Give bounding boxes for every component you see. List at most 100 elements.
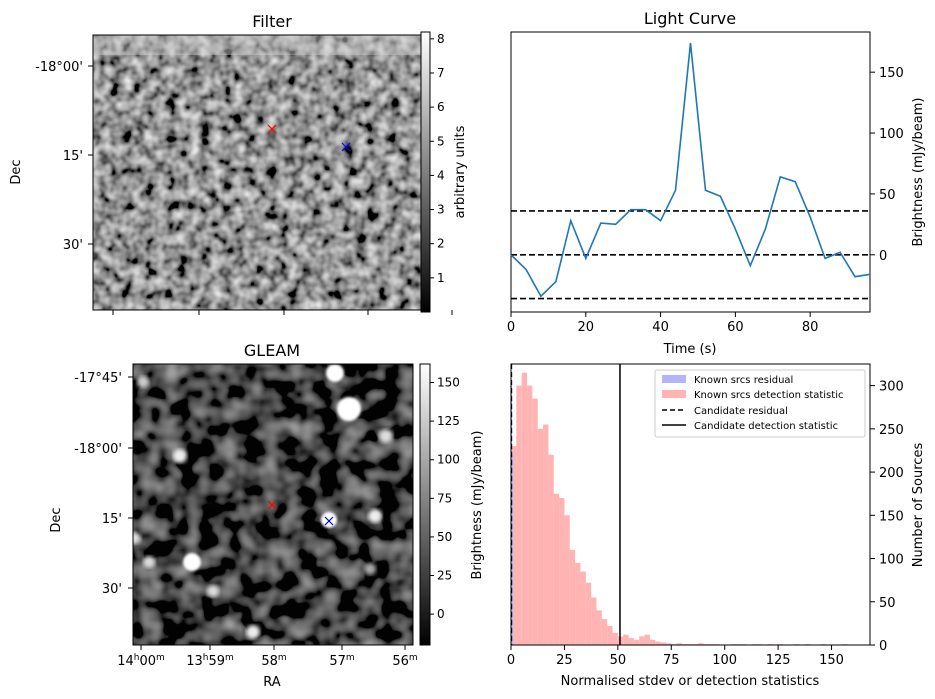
detection-histogram-bar (633, 639, 640, 645)
gleam-colorbar-tick-label: 75 (437, 491, 452, 505)
filter-yticks: -18°00' 15' 30' (35, 60, 93, 253)
lightcurve-xtick-label: 80 (802, 320, 819, 335)
detection-histogram-bar (628, 638, 634, 645)
gleam-ytick-label: 30' (102, 582, 122, 597)
gleam-colorbar-tick-label: 25 (437, 569, 452, 583)
detection-histogram-bar (511, 446, 517, 645)
gleam-xtick-label: 57m (329, 653, 354, 669)
detection-histogram-bar (612, 632, 618, 645)
filter-colorbar: 1 2 3 4 5 6 7 8 arbitrary units (420, 31, 468, 313)
histogram-xtick-label: 25 (556, 653, 573, 668)
filter-ytick-label: -18°00' (35, 60, 83, 75)
gleam-xlabel: RA (263, 675, 281, 690)
lightcurve-xtick-label: 40 (652, 320, 669, 335)
lightcurve-panel: Light Curve 0 20 40 60 80 0 50 100 150 Time (s)… (507, 9, 926, 357)
gleam-colorbar-label: Brightness (mJy/beam) (470, 431, 485, 580)
lightcurve-xtick-label: 60 (727, 320, 744, 335)
gleam-xticks: 14h00m 13h59m 58m 57m 56m (117, 645, 418, 669)
histogram-legend: Known srcs residual Known srcs detection… (654, 369, 866, 438)
gleam-xtick-label: 13h59m (186, 653, 234, 669)
lightcurve-xlabel: Time (s) (663, 342, 717, 357)
gleam-sources (133, 364, 393, 639)
detection-histogram-bar (596, 610, 602, 645)
detection-histogram-bar (575, 562, 581, 645)
detection-histogram-bar (607, 625, 613, 645)
detection-histogram-bar (660, 642, 666, 645)
gleam-ytick-label: -17°45' (74, 371, 122, 386)
detection-histogram-bar (553, 493, 560, 645)
detection-histogram-bar (665, 643, 672, 645)
legend-label: Known srcs residual (694, 375, 793, 386)
lightcurve-ytick-label: 150 (879, 66, 904, 81)
filter-colorbar-tick-label: 7 (437, 66, 445, 80)
lightcurve-series-line (510, 42, 871, 298)
histogram-ytick-label: 150 (879, 509, 904, 524)
gleam-colorbar-tick-label: 150 (437, 376, 460, 390)
gleam-ylabel: Dec (49, 507, 64, 532)
legend-label: Known srcs detection statistic (694, 390, 843, 401)
detection-histogram-bar (527, 385, 533, 645)
detection-histogram-bar (639, 636, 645, 645)
lightcurve-xtick-label: 20 (578, 320, 595, 335)
detection-histogram-bar (591, 597, 597, 645)
legend-label: Candidate detection statistic (694, 421, 838, 432)
histogram-xtick-label: 125 (766, 653, 791, 668)
filter-ytick-label: 15' (63, 149, 83, 164)
filter-colorbar-label: arbitrary units (453, 125, 468, 218)
gleam-colorbar-tick-label: 0 (437, 607, 445, 621)
gleam-xtick-label: 14h00m (117, 653, 165, 669)
detection-histogram-bar (623, 634, 629, 645)
gleam-colorbar-tick-label: 125 (437, 414, 460, 428)
histogram-xtick-label: 0 (507, 653, 515, 668)
filter-colorbar-tick-label: 8 (437, 32, 445, 46)
detection-histogram-bar (697, 643, 704, 645)
lightcurve-ytick-label: 100 (879, 127, 904, 142)
filter-blue-marker (341, 142, 351, 152)
filter-xticks (112, 310, 453, 315)
filter-ytick-label: 30' (63, 238, 83, 253)
gleam-ytick-label: 15' (102, 512, 122, 527)
detection-histogram-bar (516, 385, 522, 645)
gleam-panel: GLEAM (49, 341, 485, 690)
detection-histogram-bar (585, 582, 592, 645)
gleam-colorbar-tick-label: 100 (437, 453, 460, 467)
detection-histogram-bar (655, 641, 661, 645)
gleam-red-marker (267, 500, 277, 510)
detection-histogram-bar (569, 549, 576, 645)
histogram-ytick-label: 200 (879, 466, 904, 481)
detection-histogram-bar (601, 619, 608, 645)
filter-colorbar-tick-label: 5 (437, 134, 445, 148)
detection-histogram-bar (580, 571, 586, 645)
filter-colorbar-tick-label: 2 (437, 237, 445, 251)
lightcurve-ytick-label: 0 (879, 249, 887, 264)
detection-histogram-bar (676, 643, 682, 645)
detection-histogram-bar (564, 515, 570, 645)
filter-ylabel: Dec (9, 159, 24, 184)
lightcurve-xtick-label: 0 (507, 320, 515, 335)
detection-histogram-bar (548, 454, 554, 645)
histogram-xlabel: Normalised stdev or detection statistics (561, 674, 820, 689)
gleam-blue-marker (324, 516, 334, 526)
detection-histogram-bar (532, 398, 538, 645)
lightcurve-title: Light Curve (644, 9, 736, 28)
legend-swatch-detection (662, 390, 686, 398)
gleam-colorbar: 0 25 50 75 100 125 150 Brightness (mJy/beam) (419, 363, 485, 646)
filter-colorbar-tick-label: 1 (437, 271, 445, 285)
gleam-xtick-label: 58m (261, 653, 286, 669)
gleam-title: GLEAM (244, 341, 300, 360)
detection-histogram-bar (644, 634, 650, 645)
lightcurve-ylabel: Brightness (mJy/beam) (911, 98, 926, 247)
histogram-ytick-label: 100 (879, 553, 904, 568)
legend-swatch-residual (662, 375, 686, 383)
detection-histogram-bar (521, 372, 528, 645)
filter-colorbar-tick-label: 4 (437, 168, 445, 182)
filter-panel: Filter Dec -18°00' 15' 30' (9, 12, 468, 315)
histogram-ytick-label: 50 (879, 596, 896, 611)
histogram-ytick-label: 0 (879, 639, 887, 654)
filter-image (93, 35, 421, 310)
gleam-yticks: -17°45' -18°00' 15' 30' (74, 371, 133, 597)
histogram-ytick-label: 250 (879, 423, 904, 438)
histogram-xtick-label: 100 (712, 653, 737, 668)
histogram-xtick-label: 75 (663, 653, 680, 668)
